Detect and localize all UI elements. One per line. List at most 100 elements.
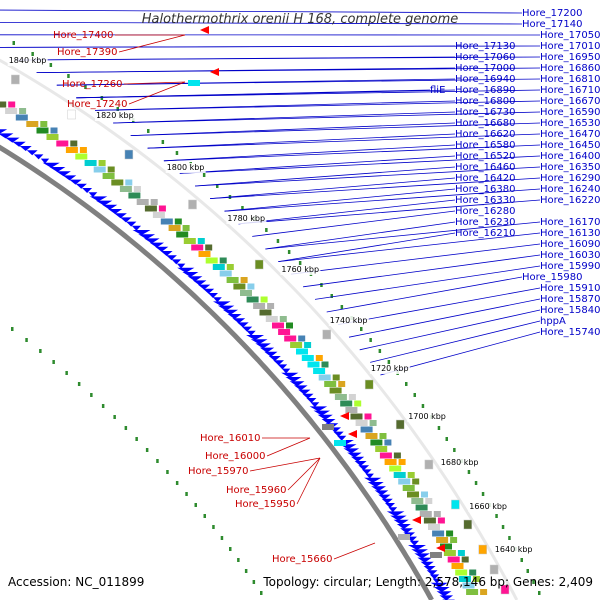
outer-feature <box>11 74 20 85</box>
cog-block <box>240 290 252 296</box>
leader-line <box>224 188 456 212</box>
gene-label: Hore_15910 <box>540 283 600 294</box>
gc-dot <box>467 470 471 474</box>
leader-line <box>95 100 541 111</box>
leader-line <box>337 287 541 325</box>
cog-block <box>440 543 452 550</box>
gc-dot <box>135 437 138 441</box>
cog-block <box>432 530 445 537</box>
cog-block <box>379 433 387 439</box>
cds-arrow <box>343 448 360 454</box>
cog-block <box>461 556 469 563</box>
cds-arrow <box>213 297 222 303</box>
cds-arrow <box>374 490 389 496</box>
cog-block <box>205 257 218 264</box>
cds-arrow <box>126 221 137 227</box>
gene-label: hppA <box>540 316 566 327</box>
cog-block <box>398 459 406 465</box>
cog-block <box>393 452 401 459</box>
cds-arrow <box>347 452 362 458</box>
gene-label: Hore_16220 <box>540 195 600 206</box>
cog-block <box>84 160 97 166</box>
cog-block <box>0 101 7 108</box>
cds-arrow <box>420 561 434 567</box>
leader-line <box>296 457 321 505</box>
cog-block <box>423 517 436 524</box>
cds-arrow <box>208 293 218 298</box>
cds-arrow <box>371 486 386 492</box>
gene-label: Hore_17200 <box>522 8 583 19</box>
cog-block <box>329 387 342 394</box>
cog-block <box>348 394 356 400</box>
cog-block <box>183 238 196 244</box>
gc-dot <box>378 349 382 353</box>
cds-arrow <box>386 511 405 517</box>
cog-block <box>332 374 340 381</box>
cds-arrow <box>62 175 77 181</box>
cds-arrow <box>108 209 123 214</box>
leader-line <box>278 232 541 262</box>
cds-arrow <box>56 171 71 177</box>
gc-dot <box>185 492 188 496</box>
cog-block <box>425 498 433 504</box>
cog-block <box>119 186 132 192</box>
cog-block <box>111 179 124 186</box>
cog-block <box>437 517 445 524</box>
cds-arrow <box>138 234 156 240</box>
cog-block <box>272 322 284 329</box>
cds-arrow <box>432 578 442 584</box>
gene-label: Hore_17130 <box>455 41 516 52</box>
gc-dot <box>31 52 34 56</box>
cog-block <box>364 413 372 420</box>
gc-dot <box>147 129 150 133</box>
topology-text: Topology: circular; Length: 2,578,146 bp… <box>262 575 593 589</box>
leader-line <box>179 155 541 174</box>
leader-line <box>209 177 541 199</box>
backbone-line <box>0 144 434 600</box>
cds-arrow <box>222 309 238 315</box>
cds-arrow <box>166 255 177 261</box>
leader-line <box>265 221 456 250</box>
tick-ruler <box>0 58 519 600</box>
cds-arrow <box>227 314 242 319</box>
cds-arrow <box>378 494 391 500</box>
cds-arrow <box>358 465 370 471</box>
cog-block <box>379 452 392 459</box>
leader-line <box>303 254 541 288</box>
cog-block <box>212 264 225 270</box>
cds-arrow <box>255 343 271 349</box>
gc-dot <box>175 481 179 485</box>
gene-label: Hore_16090 <box>540 239 600 250</box>
cds-arrow <box>396 524 411 529</box>
gene-label: Hore_15870 <box>540 294 600 305</box>
gc-dot <box>203 514 206 518</box>
cog-block <box>247 283 255 290</box>
gene-label: Hore_16240 <box>540 184 600 195</box>
gc-dot <box>387 360 391 364</box>
cds-arrow <box>82 188 93 193</box>
feature-box <box>334 440 346 446</box>
gc-dot <box>161 140 165 144</box>
cog-block <box>279 316 287 322</box>
cog-block <box>182 225 190 231</box>
cds-arrow <box>306 398 317 403</box>
cog-block <box>259 309 272 316</box>
tick-label: 1820 kbp <box>96 111 134 120</box>
leader-line <box>76 89 541 99</box>
cog-block <box>338 381 346 387</box>
gc-dot <box>481 492 485 496</box>
cog-block <box>133 186 141 192</box>
cog-block <box>50 127 58 134</box>
leader-line <box>314 265 541 300</box>
cog-block <box>469 569 477 576</box>
cds-arrow <box>268 356 281 361</box>
cds-arrow <box>436 591 452 597</box>
gc-dot <box>113 415 116 419</box>
cog-block <box>260 296 268 303</box>
tick-label-bg <box>226 214 267 224</box>
cds-arrow <box>155 246 169 252</box>
cds-arrow <box>400 528 413 534</box>
cds-arrow <box>232 318 246 324</box>
cds-arrow <box>88 192 98 198</box>
cds-arrow <box>361 469 372 475</box>
